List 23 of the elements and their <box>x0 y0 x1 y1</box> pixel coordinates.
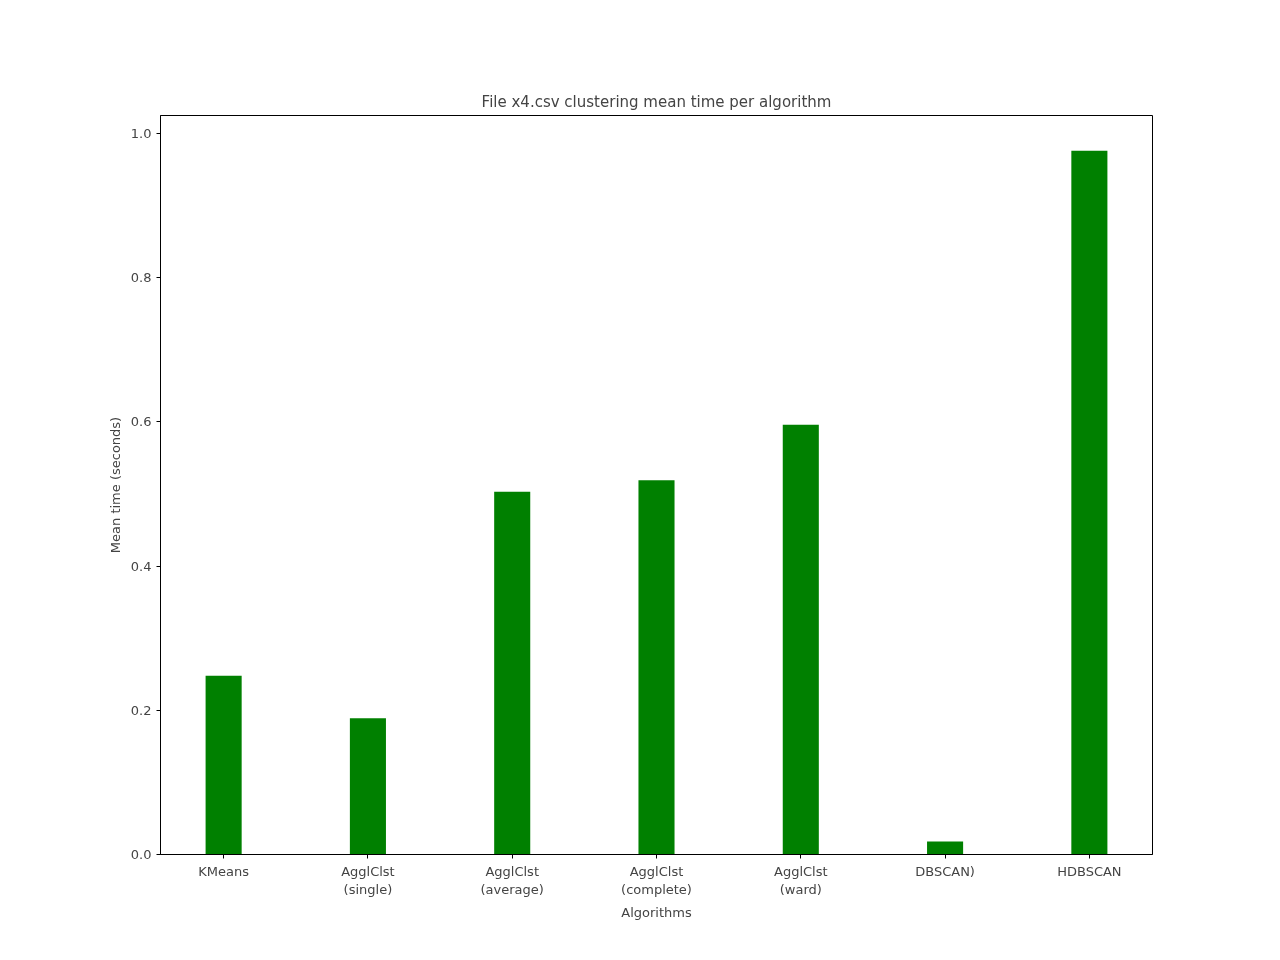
x-tick-label: HDBSCAN <box>1057 863 1122 879</box>
y-tick-label: 0.8 <box>130 270 152 286</box>
y-tick-label: 0.2 <box>130 702 152 718</box>
chart-title: File x4.csv clustering mean time per algorithm <box>481 92 832 111</box>
bar <box>782 424 819 855</box>
x-axis-title: Algorithms <box>621 904 692 920</box>
bar <box>1071 150 1108 855</box>
y-axis-title: Mean time (seconds) <box>107 416 123 554</box>
x-tick-label: KMeans <box>198 863 250 879</box>
x-tick-label: AgglClst (complete) <box>621 863 692 897</box>
bar <box>494 491 531 855</box>
bar <box>927 841 964 855</box>
y-tick-label: 0.6 <box>130 414 152 430</box>
bar <box>205 675 242 855</box>
x-tick-label: AgglClst (average) <box>480 863 544 897</box>
bar <box>638 480 675 855</box>
y-tick-label: 1.0 <box>130 126 152 142</box>
x-tick-label: AgglClst (single) <box>341 863 395 897</box>
y-tick-label: 0.0 <box>130 847 152 862</box>
x-tick-label: AgglClst (ward) <box>774 863 828 897</box>
x-tick-label: DBSCAN) <box>915 863 975 879</box>
y-tick-label: 0.4 <box>130 558 152 574</box>
bar <box>349 718 386 855</box>
